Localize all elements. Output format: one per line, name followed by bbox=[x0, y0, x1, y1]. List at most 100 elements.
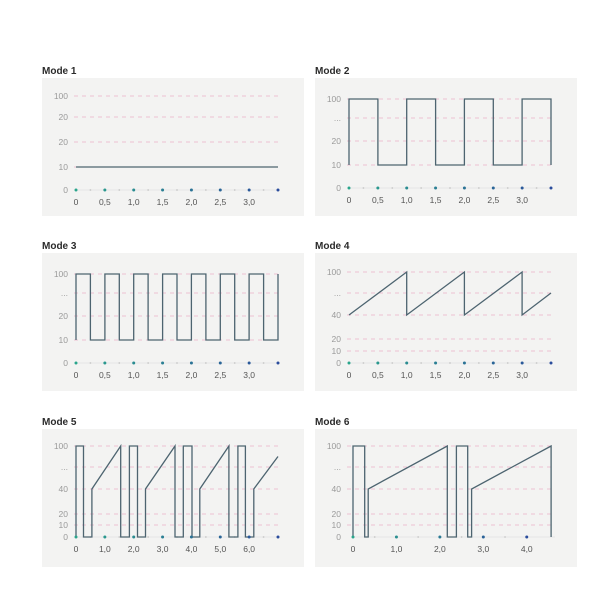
x-marker bbox=[247, 361, 251, 365]
y-tick-label: 20 bbox=[332, 509, 342, 519]
x-tick-label: 2,0 bbox=[459, 370, 471, 380]
y-tick-label: 10 bbox=[59, 520, 69, 530]
x-tick-label: 0 bbox=[347, 370, 352, 380]
minor-marker bbox=[420, 362, 423, 364]
minor-marker bbox=[89, 189, 92, 191]
minor-marker bbox=[176, 362, 178, 364]
minor-marker bbox=[262, 536, 265, 538]
y-tick-label: 40 bbox=[59, 484, 69, 494]
x-tick-label: 1,0 bbox=[99, 544, 111, 554]
x-tick-label: 2,5 bbox=[214, 370, 226, 380]
x-tick-label: 0 bbox=[351, 544, 356, 554]
x-tick-label: 4,0 bbox=[186, 544, 198, 554]
x-marker bbox=[132, 535, 136, 539]
x-tick-label: 1,0 bbox=[401, 195, 413, 205]
x-marker bbox=[74, 361, 78, 365]
y-tick-label: 40 bbox=[332, 310, 342, 320]
y-tick-label: 10 bbox=[332, 160, 342, 170]
x-marker bbox=[161, 188, 165, 192]
y-tick-label: 100 bbox=[54, 441, 68, 451]
minor-marker bbox=[233, 362, 236, 364]
minor-marker bbox=[118, 189, 121, 191]
x-tick-label: 1,0 bbox=[391, 544, 403, 554]
y-tick-label: ... bbox=[61, 462, 68, 472]
minor-marker bbox=[147, 536, 150, 538]
x-marker bbox=[376, 186, 380, 190]
minor-marker bbox=[460, 536, 463, 538]
x-tick-label: 4,0 bbox=[521, 544, 533, 554]
minor-marker bbox=[118, 536, 121, 538]
x-tick-label: 1,5 bbox=[430, 370, 442, 380]
x-tick-label: 0 bbox=[74, 544, 79, 554]
series-line bbox=[352, 444, 552, 538]
x-tick-label: 2,0 bbox=[434, 544, 446, 554]
x-marker bbox=[549, 361, 553, 365]
x-marker bbox=[103, 535, 107, 539]
x-marker bbox=[438, 535, 442, 539]
series-line bbox=[75, 443, 279, 538]
x-marker bbox=[74, 188, 78, 192]
minor-marker bbox=[204, 536, 207, 538]
x-tick-label: 3,0 bbox=[516, 195, 528, 205]
x-tick-label: 2,0 bbox=[459, 195, 471, 205]
x-marker bbox=[434, 361, 438, 365]
x-tick-label: 2,0 bbox=[186, 197, 198, 207]
minor-marker bbox=[535, 187, 538, 189]
y-tick-label: 20 bbox=[59, 137, 69, 147]
x-marker bbox=[520, 186, 524, 190]
plot-area: 100... 40 20 10 0 0 1,0 2,0 3,0 4,0 5,0 6,0 bbox=[42, 429, 304, 567]
x-tick-label: 3,0 bbox=[477, 544, 489, 554]
x-tick-label: 1,5 bbox=[157, 197, 169, 207]
x-marker bbox=[103, 188, 107, 192]
plot-area: 100... 40 20 10 0 0 1,0 2,0 3,0 4,0 bbox=[315, 429, 577, 567]
minor-marker bbox=[391, 187, 394, 189]
chart-title: Mode 5 bbox=[42, 417, 77, 428]
x-marker bbox=[161, 361, 165, 365]
minor-marker bbox=[118, 362, 121, 364]
x-tick-label: 1,5 bbox=[430, 195, 442, 205]
x-marker bbox=[276, 361, 280, 365]
x-tick-label: 0 bbox=[74, 197, 79, 207]
chart-title: Mode 4 bbox=[315, 241, 350, 252]
minor-marker bbox=[504, 536, 506, 538]
minor-marker bbox=[204, 362, 207, 364]
x-marker bbox=[394, 535, 398, 539]
minor-marker bbox=[535, 362, 538, 364]
minor-marker bbox=[449, 362, 451, 364]
x-marker bbox=[491, 186, 495, 190]
chart-title: Mode 2 bbox=[315, 66, 350, 77]
x-marker bbox=[491, 361, 495, 365]
minor-marker bbox=[147, 362, 150, 364]
minor-marker bbox=[477, 187, 480, 189]
x-tick-label: 0,5 bbox=[99, 197, 111, 207]
minor-marker bbox=[420, 187, 423, 189]
x-tick-label: 3,0 bbox=[243, 370, 255, 380]
chart-title: Mode 1 bbox=[42, 66, 77, 77]
minor-marker bbox=[262, 362, 265, 364]
y-tick-label: 0 bbox=[63, 185, 68, 195]
minor-marker bbox=[506, 187, 509, 189]
x-marker bbox=[347, 186, 351, 190]
x-tick-label: 0,5 bbox=[372, 370, 384, 380]
y-tick-label: 0 bbox=[336, 358, 341, 368]
y-tick-label: 0 bbox=[336, 183, 341, 193]
minor-marker bbox=[233, 189, 236, 191]
x-marker bbox=[189, 535, 193, 539]
x-marker bbox=[189, 361, 193, 365]
x-marker bbox=[549, 186, 553, 190]
plot-area: 100... 40 20 10 0 0 0,5 1,0 1,5 2,0 2,5 3,0 bbox=[315, 253, 577, 391]
y-tick-label: 100 bbox=[54, 269, 68, 279]
plot-area: 100 20 20 10 0 0 0,5 1,0 1,5 2,0 2,5 3,0 bbox=[42, 78, 304, 216]
x-tick-label: 1,0 bbox=[128, 370, 140, 380]
x-marker bbox=[247, 535, 251, 539]
x-tick-label: 5,0 bbox=[214, 544, 226, 554]
x-tick-label: 2,5 bbox=[487, 195, 499, 205]
y-tick-label: 10 bbox=[332, 346, 342, 356]
minor-marker bbox=[477, 362, 480, 364]
x-marker bbox=[218, 535, 222, 539]
x-tick-label: 3,0 bbox=[157, 544, 169, 554]
chart-title: Mode 6 bbox=[315, 417, 350, 428]
